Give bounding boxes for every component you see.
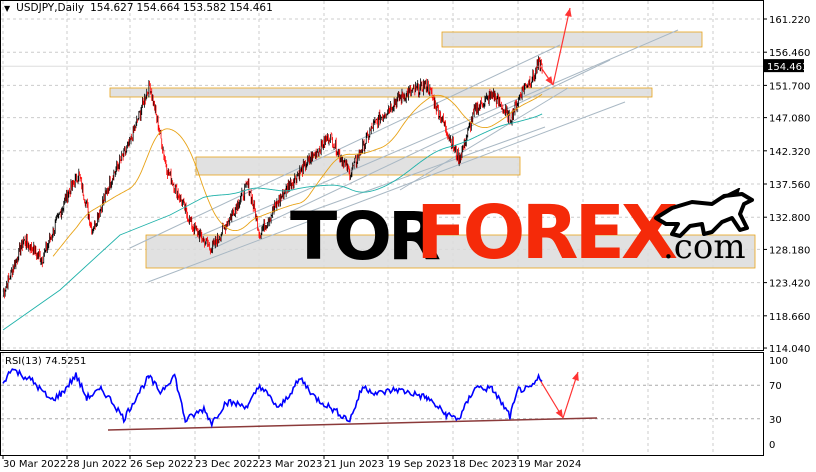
- rsi-tick-label: 0: [769, 440, 775, 451]
- x-tick-label: 26 Sep 2022: [130, 459, 193, 470]
- channel-line: [129, 44, 561, 249]
- main-panel-border: [0, 0, 764, 351]
- x-tick-label: 23 Dec 2022: [195, 459, 259, 470]
- torforex-logo: TOR FOREX .com: [290, 188, 760, 276]
- price-tick-label: 137.560: [769, 180, 810, 191]
- price-tick-label: 128.180: [769, 245, 810, 256]
- x-tick-label: 23 Mar 2023: [259, 459, 322, 470]
- moving-average-fast: [52, 93, 543, 257]
- x-tick-label: 18 Dec 2023: [453, 459, 517, 470]
- x-tick-label: 28 Jun 2022: [67, 459, 127, 470]
- x-tick-label: 21 Jun 2023: [324, 459, 384, 470]
- price-tick-label: 156.460: [769, 48, 810, 59]
- current-price-box: [764, 59, 804, 73]
- price-tick-label: 132.800: [769, 213, 810, 224]
- channel-line: [209, 59, 611, 251]
- rsi-tick-label: 100: [769, 356, 788, 367]
- rsi-tick-label: 70: [769, 381, 782, 392]
- high-price: 154.664: [136, 2, 180, 14]
- rsi-arrow-up-head: [572, 372, 579, 381]
- rsi-title: RSI(13) 74.5251: [5, 356, 87, 367]
- x-tick-label: 19 Sep 2023: [388, 459, 451, 470]
- bull-icon: [654, 188, 754, 238]
- channel-line: [147, 101, 626, 283]
- resistance-zone-upper: [109, 87, 653, 98]
- rsi-line: [2, 368, 543, 429]
- rsi-panel-border: [0, 352, 764, 456]
- price-tick-label: 114.040: [769, 344, 810, 355]
- channel-line: [299, 126, 546, 216]
- current-price-label: 154.461: [767, 62, 808, 73]
- rsi-arrow-down-head: [555, 409, 563, 418]
- price-tick-label: 147.080: [769, 114, 810, 125]
- rsi-trendline: [107, 417, 598, 431]
- logo-text-tor: TOR: [290, 198, 441, 275]
- price-tick-label: 161.220: [769, 15, 810, 26]
- candles: [3, 56, 543, 299]
- rsi-tick-label: 30: [769, 415, 782, 426]
- moving-average-slow: [2, 113, 543, 331]
- arrow-up-head: [564, 8, 572, 17]
- x-tick-label: 19 Mar 2024: [518, 459, 581, 470]
- low-price: 153.582: [182, 2, 227, 14]
- arrow-down-head: [545, 76, 553, 85]
- arrow-up: [552, 7, 571, 86]
- x-tick-label: 30 Mar 2022: [3, 459, 66, 470]
- target-zone: [441, 31, 703, 48]
- symbol-timeframe: USDJPY,Daily: [16, 2, 85, 14]
- price-tick-label: 123.420: [769, 279, 810, 290]
- price-tick-label: 151.700: [769, 81, 810, 92]
- support-zone-lower: [145, 234, 756, 269]
- chart-header: ▼ USDJPY,Daily 154.627 154.664 153.582 1…: [4, 2, 273, 14]
- open-price: 154.627: [90, 2, 134, 14]
- close-price: 154.461: [229, 2, 273, 14]
- channel-line: [399, 87, 569, 191]
- triangle-down-icon[interactable]: ▼: [4, 3, 11, 13]
- logo-text-forex: FOREX: [416, 190, 678, 276]
- price-tick-label: 142.320: [769, 147, 810, 158]
- price-tick-label: 118.660: [769, 312, 810, 323]
